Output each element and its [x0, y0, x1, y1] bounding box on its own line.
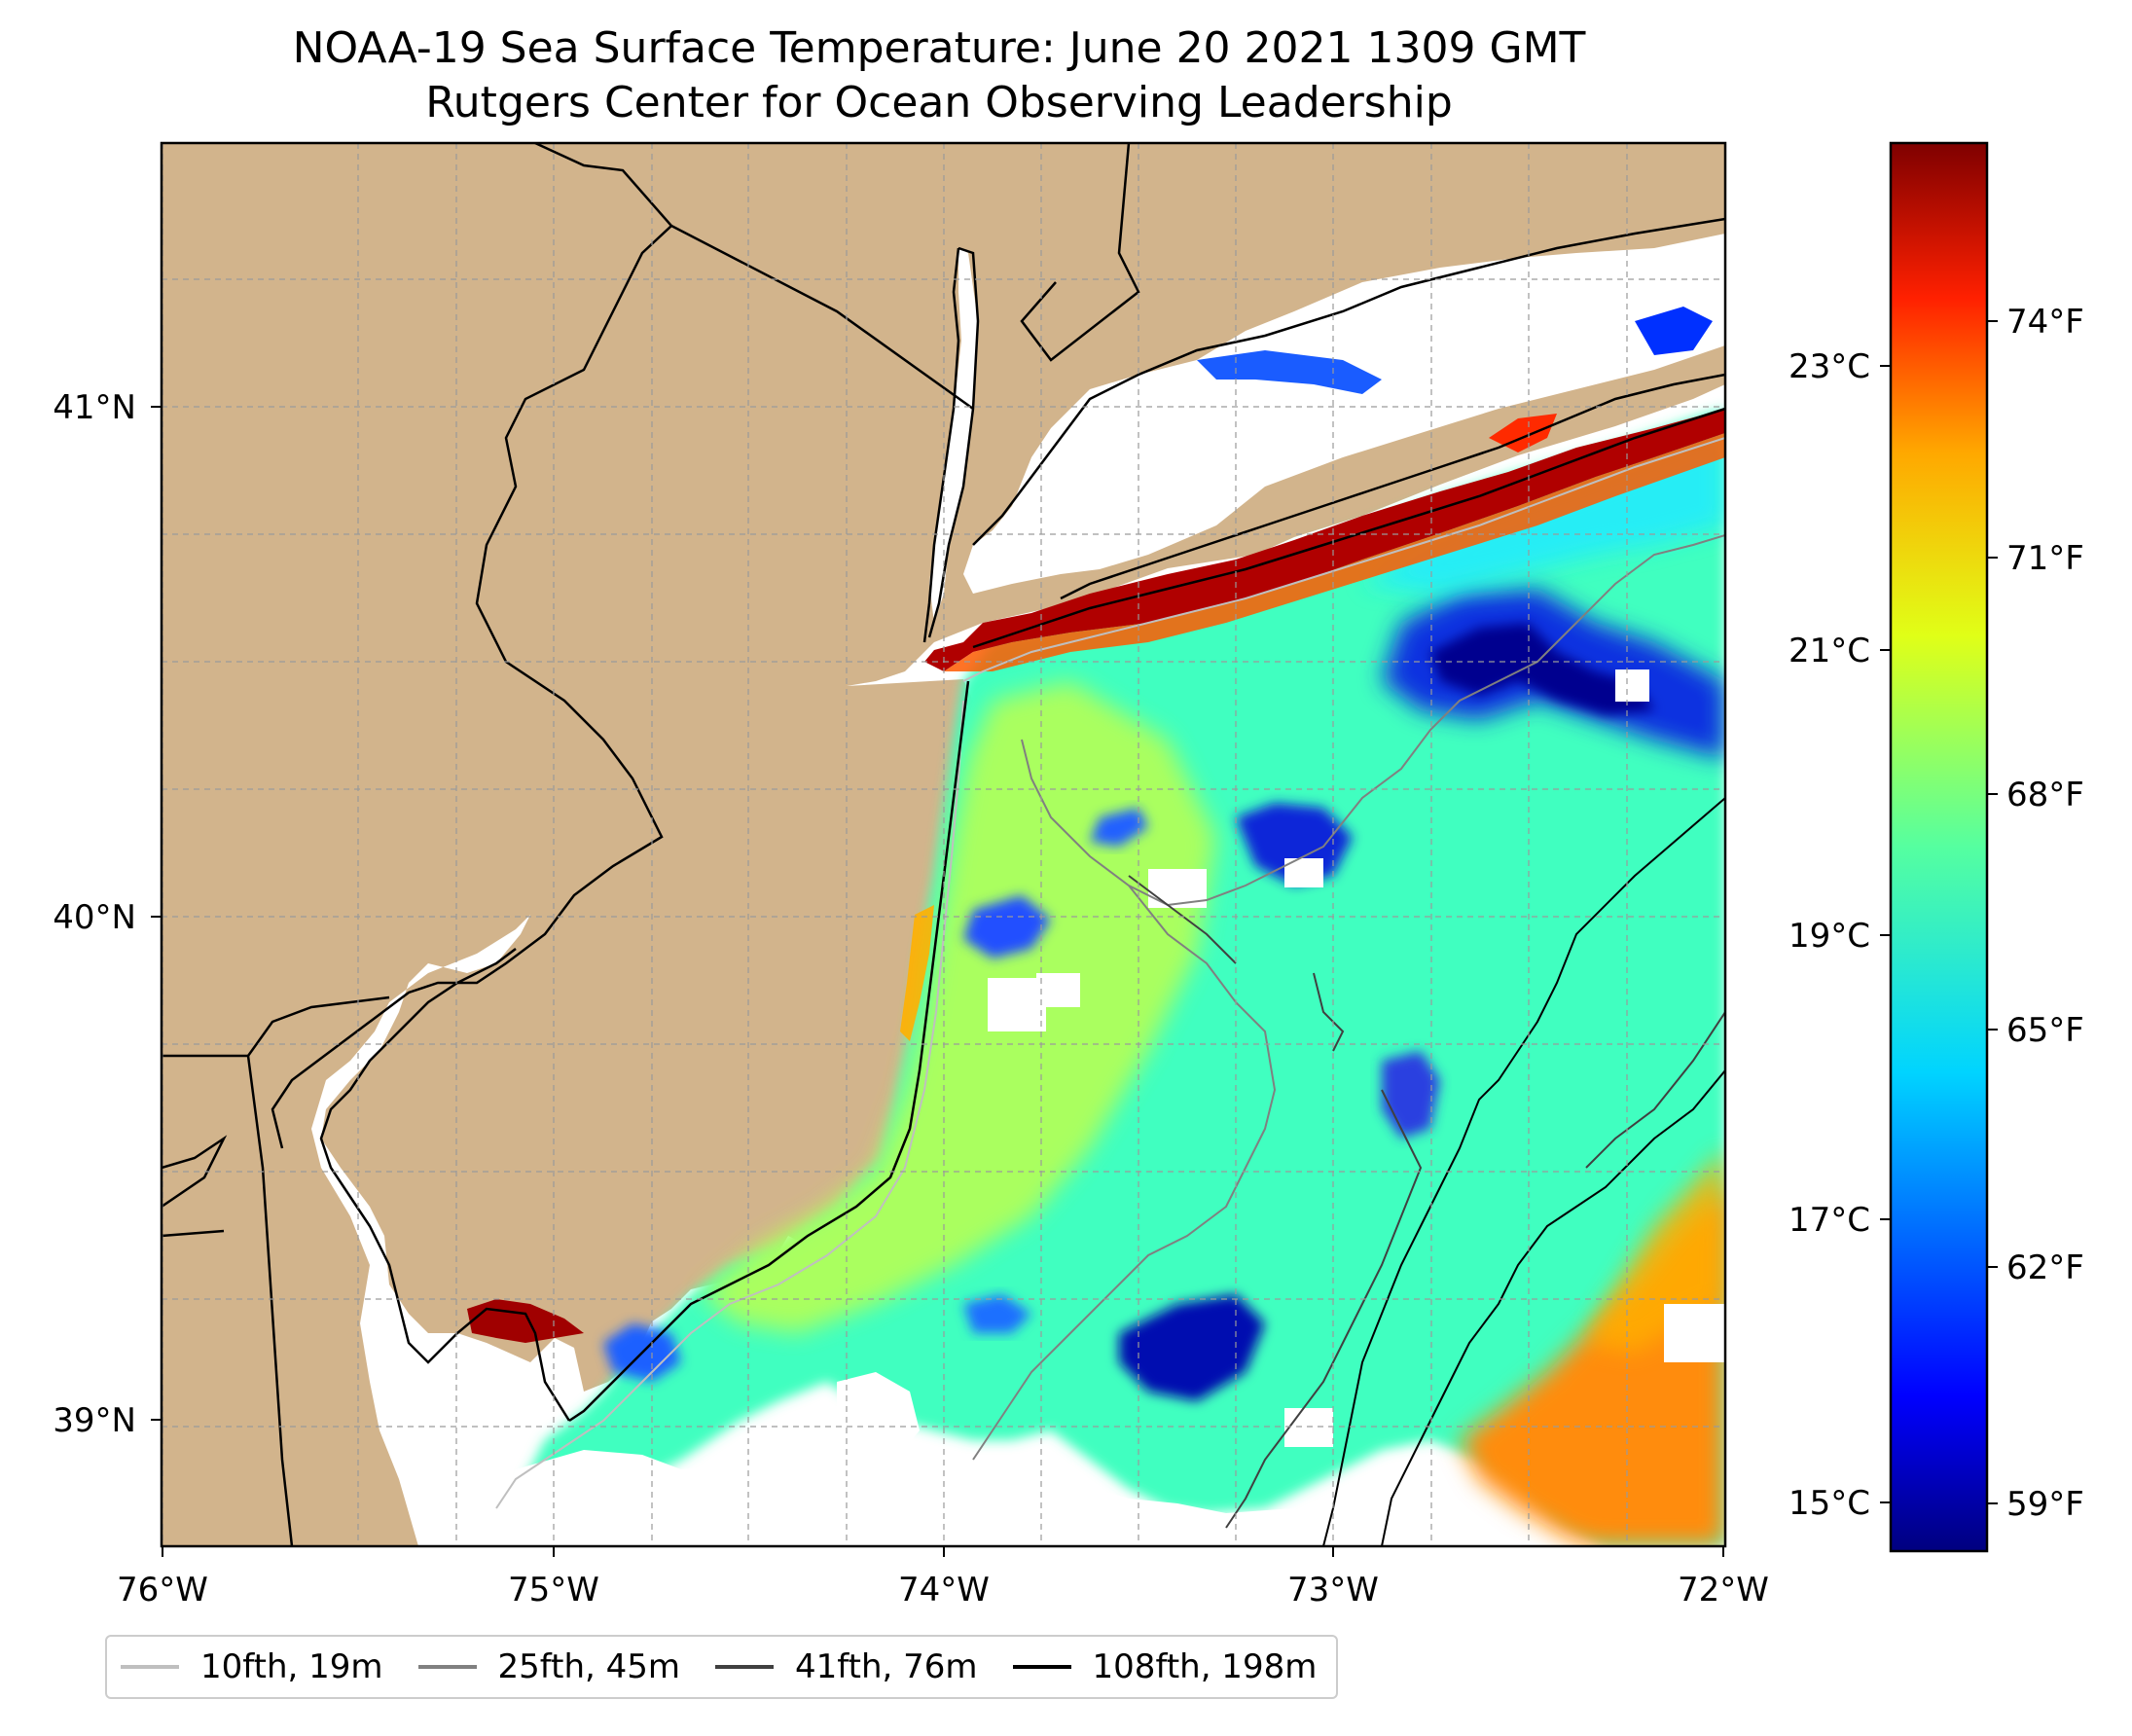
lon-label: 73°W: [1287, 1571, 1379, 1609]
hudson-river-coast: [922, 246, 980, 643]
isobath-25fth: [972, 534, 1725, 1461]
de-border: [162, 1054, 294, 1546]
gridlines: [162, 143, 1725, 1546]
sst-hot-coastal-orange: [944, 433, 1725, 671]
cloud-mask-sw: [837, 1372, 920, 1460]
long-island-north-shore: [1060, 373, 1725, 600]
sst-cold-south: [1119, 1294, 1265, 1401]
sst-hot-coastal-strip: [924, 409, 1725, 671]
longitude-labels: 76°W 75°W 74°W 73°W 72°W: [117, 1571, 1769, 1609]
ct-coastline: [972, 217, 1725, 546]
tick-marks: [151, 406, 1724, 1557]
celsius-label: 15°C: [1789, 1484, 1870, 1523]
lon-label: 74°W: [898, 1571, 990, 1609]
legend-entry: 108fth, 198m: [1012, 1647, 1318, 1686]
legend-swatch: [715, 1665, 775, 1669]
sst-blue-patch-s: [963, 1294, 1031, 1333]
cloud-mask: [1615, 669, 1649, 702]
sst-cold-core-ne: [1430, 623, 1654, 715]
chart-title: NOAA-19 Sea Surface Temperature: June 20…: [0, 21, 1878, 130]
ny-ct-border: [1020, 143, 1140, 362]
celsius-label: 17°C: [1789, 1201, 1870, 1240]
title-line-2: Rutgers Center for Ocean Observing Leade…: [425, 78, 1453, 127]
sst-cold-west: [963, 895, 1051, 958]
fahrenheit-label: 74°F: [2006, 303, 2084, 342]
fahrenheit-label: 62°F: [2006, 1248, 2084, 1287]
md-de-arc: [246, 995, 390, 1057]
lat-label: 41°N: [53, 388, 136, 427]
sst-field: [467, 307, 1725, 1546]
pa-nj-border: [271, 143, 673, 1149]
fahrenheit-label: 65°F: [2006, 1011, 2084, 1050]
sst-blue-sound-east: [1635, 307, 1713, 355]
colorbar-gradient: [1889, 141, 1989, 1553]
fahrenheit-label: 59°F: [2006, 1485, 2084, 1524]
hudson-river: [929, 248, 978, 623]
sst-hot-sound: [1489, 414, 1557, 452]
nj-coastline: [568, 680, 970, 1423]
nj-ny-border: [670, 224, 974, 411]
sst-yellow-band: [701, 681, 1216, 1333]
lat-label: 39°N: [53, 1401, 136, 1440]
latitude-labels: 39°N 40°N 41°N: [53, 388, 136, 1440]
delaware-bay-coast: [319, 948, 571, 1422]
fahrenheit-label: 71°F: [2006, 539, 2084, 578]
legend-label: 10fth, 19m: [200, 1647, 383, 1686]
cloud-mask-south: [487, 1450, 1362, 1546]
isobath-108fth: [1322, 797, 1725, 1546]
lon-label: 72°W: [1678, 1571, 1769, 1609]
map-panel: [162, 143, 1725, 1546]
legend-swatch: [121, 1665, 179, 1669]
lon-label: 76°W: [117, 1571, 208, 1609]
sound-water: [963, 234, 1725, 594]
sst-orange-east: [1586, 1148, 1725, 1353]
legend-label: 25fth, 45m: [497, 1647, 681, 1686]
sst-cold-mid-2: [1090, 808, 1148, 847]
legend-entry: 10fth, 19m: [121, 1647, 383, 1686]
coastlines: [162, 143, 1725, 1546]
celsius-label: 23°C: [1789, 347, 1870, 386]
legend-swatch: [417, 1665, 477, 1669]
title-line-1: NOAA-19 Sea Surface Temperature: June 20…: [292, 23, 1586, 73]
legend-entry: 25fth, 45m: [417, 1647, 681, 1686]
celsius-label: 21°C: [1789, 632, 1870, 670]
legend-entry: 41fth, 76m: [715, 1647, 978, 1686]
legend-label: 108fth, 198m: [1092, 1647, 1318, 1686]
cloud-mask: [1036, 973, 1080, 1007]
sst-nj-coast-warm: [900, 905, 934, 1041]
sst-blue-sound: [1197, 350, 1382, 394]
isobath-legend: 10fth, 19m 25fth, 45m 41fth, 76m 108fth,…: [105, 1635, 1339, 1699]
cloud-mask: [1664, 1304, 1725, 1362]
legend-swatch: [1012, 1665, 1071, 1669]
legend-label: 41fth, 76m: [795, 1647, 978, 1686]
long-island-south-shore: [972, 407, 1725, 649]
lon-label: 75°W: [508, 1571, 599, 1609]
fahrenheit-label: 68°F: [2006, 776, 2084, 814]
cloud-mask: [1284, 1408, 1333, 1447]
delaware-river-west: [162, 1135, 228, 1238]
celsius-label: 19°C: [1789, 917, 1870, 956]
isobath-10fth: [495, 437, 1725, 1509]
colorbar-ticks: [1880, 320, 1998, 1504]
lat-label: 40°N: [53, 898, 136, 937]
sst-cold-east-mid: [1382, 1051, 1440, 1139]
colorbar: 15°C 17°C 19°C 21°C 23°C 59°F 62°F 65°F …: [1789, 141, 2084, 1553]
